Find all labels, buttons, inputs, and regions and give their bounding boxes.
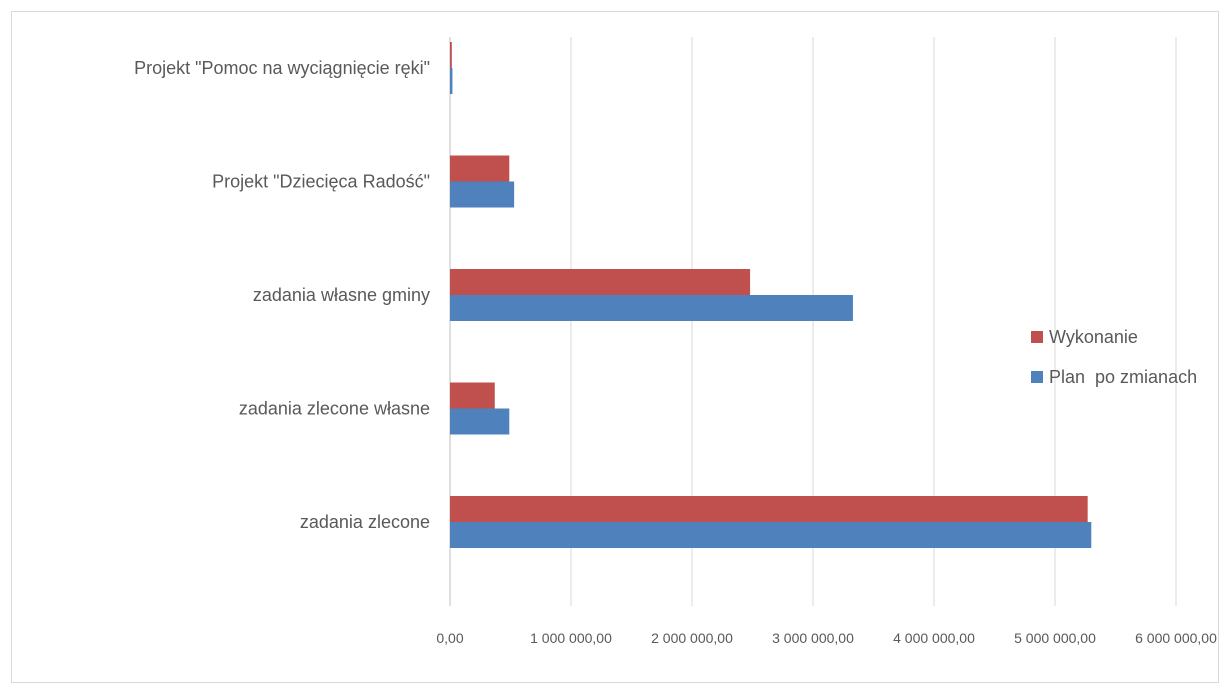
bar-wykonanie [450,155,510,182]
category-labels: Projekt "Pomoc na wyciągnięcie ręki" Proj… [134,58,430,532]
bar-plan [450,68,453,94]
bar-wykonanie [450,269,751,295]
x-tick-label: 2 000 000,00 [651,630,733,646]
bar-plan [450,181,515,208]
bars [450,42,1092,548]
category-label: Projekt "Dziecięca Radość" [212,172,430,192]
legend-label: Plan po zmianach [1049,367,1197,387]
chart-frame [11,11,1219,683]
legend-swatch [1031,371,1043,383]
x-tick-label: 0,00 [436,630,463,646]
category-label: zadania zlecone [300,512,430,532]
category-label: Projekt "Pomoc na wyciągnięcie ręki" [134,58,430,78]
bar-plan [450,408,510,435]
category-label: zadania własne gminy [253,285,430,305]
legend-swatch [1031,331,1043,343]
legend: Wykonanie Plan po zmianach [1031,327,1197,387]
x-tick-label: 3 000 000,00 [772,630,854,646]
x-tick-label: 5 000 000,00 [1014,630,1096,646]
bar-plan [450,295,853,321]
bar-wykonanie [450,42,452,68]
bar-plan [450,522,1092,548]
legend-label: Wykonanie [1049,327,1138,347]
x-tick-label: 6 000 000,00 [1135,630,1217,646]
x-tick-label: 4 000 000,00 [893,630,975,646]
bar-wykonanie [450,382,495,409]
x-axis-ticks: 0,00 1 000 000,00 2 000 000,00 3 000 000,00… [436,630,1217,646]
x-tick-label: 1 000 000,00 [530,630,612,646]
category-label: zadania zlecone własne [239,399,430,419]
bar-wykonanie [450,496,1088,522]
